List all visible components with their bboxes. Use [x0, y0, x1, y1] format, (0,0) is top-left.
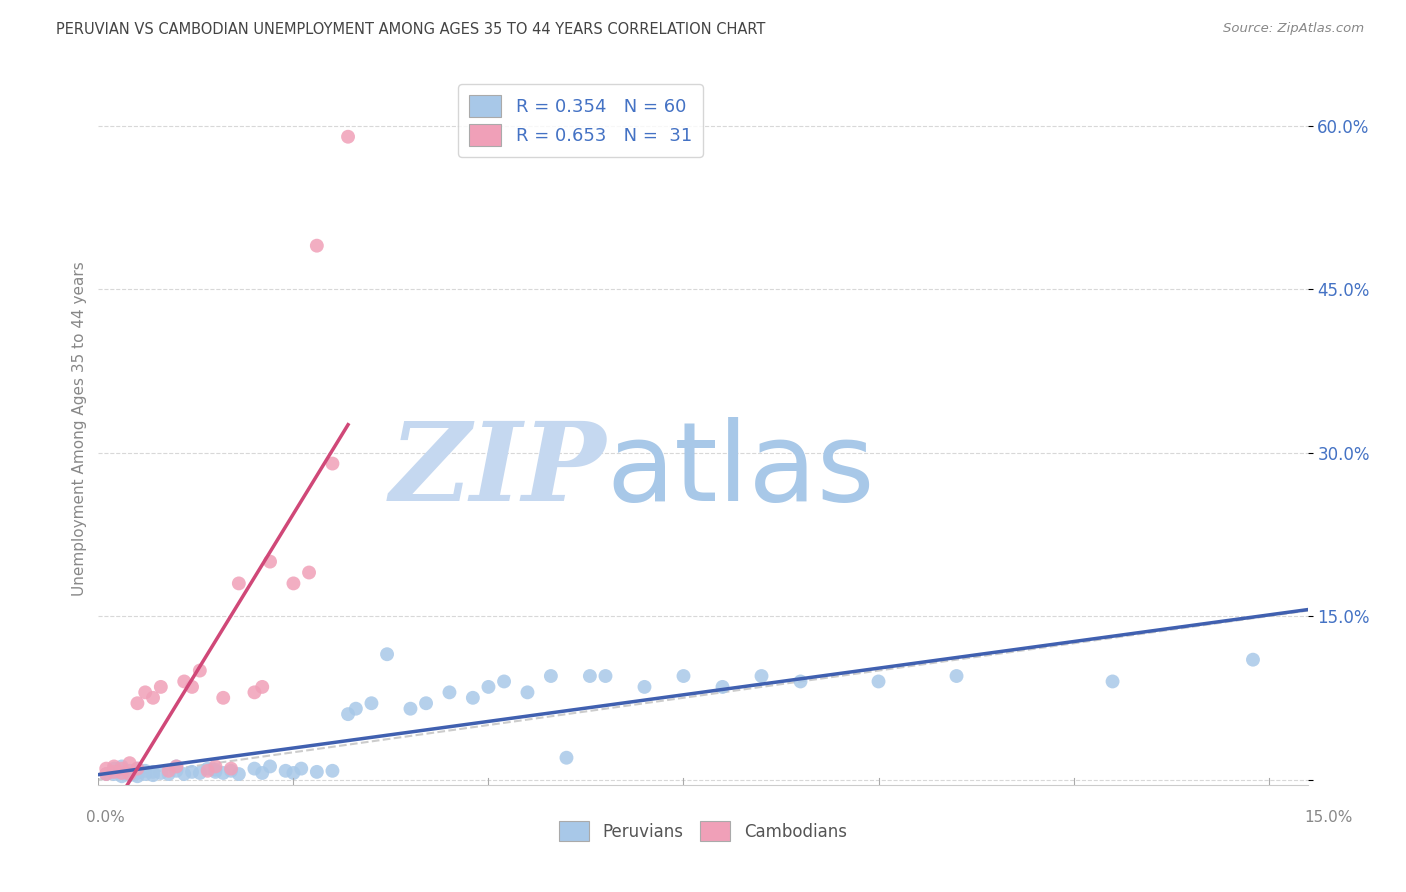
Point	[157, 767, 180, 781]
Point	[142, 690, 165, 705]
Point	[439, 685, 461, 699]
Point	[672, 669, 695, 683]
Point	[711, 680, 734, 694]
Point	[868, 674, 890, 689]
Point	[173, 767, 195, 781]
Point	[290, 762, 312, 776]
Point	[259, 759, 281, 773]
Point	[259, 555, 281, 569]
Point	[96, 762, 118, 776]
Point	[127, 762, 149, 776]
Point	[134, 685, 156, 699]
Point	[111, 759, 134, 773]
Point	[165, 759, 187, 773]
Point	[540, 669, 562, 683]
Point	[337, 707, 360, 722]
Point	[219, 762, 242, 776]
Point	[751, 669, 773, 683]
Point	[118, 767, 141, 781]
Point	[360, 696, 382, 710]
Point	[188, 766, 211, 780]
Point	[134, 767, 156, 781]
Point	[111, 769, 134, 783]
Point	[197, 764, 219, 778]
Point	[212, 690, 235, 705]
Point	[134, 764, 156, 778]
Point	[595, 669, 617, 683]
Point	[127, 762, 149, 776]
Point	[555, 750, 578, 764]
Point	[321, 457, 343, 471]
Point	[142, 768, 165, 782]
Point	[298, 566, 321, 580]
Point	[127, 696, 149, 710]
Point	[228, 576, 250, 591]
Y-axis label: Unemployment Among Ages 35 to 44 years: Unemployment Among Ages 35 to 44 years	[72, 260, 87, 596]
Point	[243, 685, 266, 699]
Point	[149, 680, 172, 694]
Point	[142, 764, 165, 779]
Text: ZIP: ZIP	[389, 417, 606, 524]
Point	[283, 766, 305, 780]
Point	[252, 766, 274, 780]
Point	[173, 674, 195, 689]
Point	[96, 767, 118, 781]
Point	[118, 764, 141, 778]
Point	[375, 647, 398, 661]
Point	[103, 762, 125, 776]
Point	[204, 764, 226, 779]
Point	[633, 680, 655, 694]
Point	[118, 768, 141, 782]
Point	[305, 238, 328, 252]
Point	[283, 576, 305, 591]
Point	[96, 767, 118, 781]
Point	[204, 763, 226, 777]
Point	[1101, 674, 1123, 689]
Text: PERUVIAN VS CAMBODIAN UNEMPLOYMENT AMONG AGES 35 TO 44 YEARS CORRELATION CHART: PERUVIAN VS CAMBODIAN UNEMPLOYMENT AMONG…	[56, 22, 766, 37]
Point	[321, 764, 343, 778]
Point	[789, 674, 811, 689]
Point	[477, 680, 499, 694]
Point	[228, 767, 250, 781]
Text: 0.0%: 0.0%	[86, 811, 125, 825]
Point	[111, 762, 134, 776]
Point	[212, 766, 235, 780]
Point	[461, 690, 484, 705]
Text: atlas: atlas	[606, 417, 875, 524]
Point	[111, 766, 134, 780]
Point	[399, 702, 422, 716]
Point	[516, 685, 538, 699]
Point	[415, 696, 437, 710]
Point	[1241, 653, 1264, 667]
Point	[243, 762, 266, 776]
Point	[197, 762, 219, 776]
Text: Source: ZipAtlas.com: Source: ZipAtlas.com	[1223, 22, 1364, 36]
Text: 15.0%: 15.0%	[1305, 811, 1353, 825]
Point	[157, 764, 180, 778]
Point	[579, 669, 602, 683]
Point	[118, 756, 141, 771]
Point	[181, 764, 204, 779]
Point	[149, 766, 172, 780]
Point	[274, 764, 297, 778]
Point	[305, 764, 328, 779]
Point	[219, 764, 242, 778]
Point	[165, 759, 187, 773]
Point	[165, 764, 187, 778]
Point	[127, 766, 149, 780]
Point	[103, 764, 125, 779]
Point	[127, 769, 149, 783]
Legend: Peruvians, Cambodians: Peruvians, Cambodians	[553, 814, 853, 848]
Point	[494, 674, 516, 689]
Point	[204, 759, 226, 773]
Point	[111, 764, 134, 779]
Point	[103, 767, 125, 781]
Point	[344, 702, 367, 716]
Point	[252, 680, 274, 694]
Point	[337, 129, 360, 144]
Point	[181, 680, 204, 694]
Point	[945, 669, 967, 683]
Point	[103, 759, 125, 773]
Point	[188, 664, 211, 678]
